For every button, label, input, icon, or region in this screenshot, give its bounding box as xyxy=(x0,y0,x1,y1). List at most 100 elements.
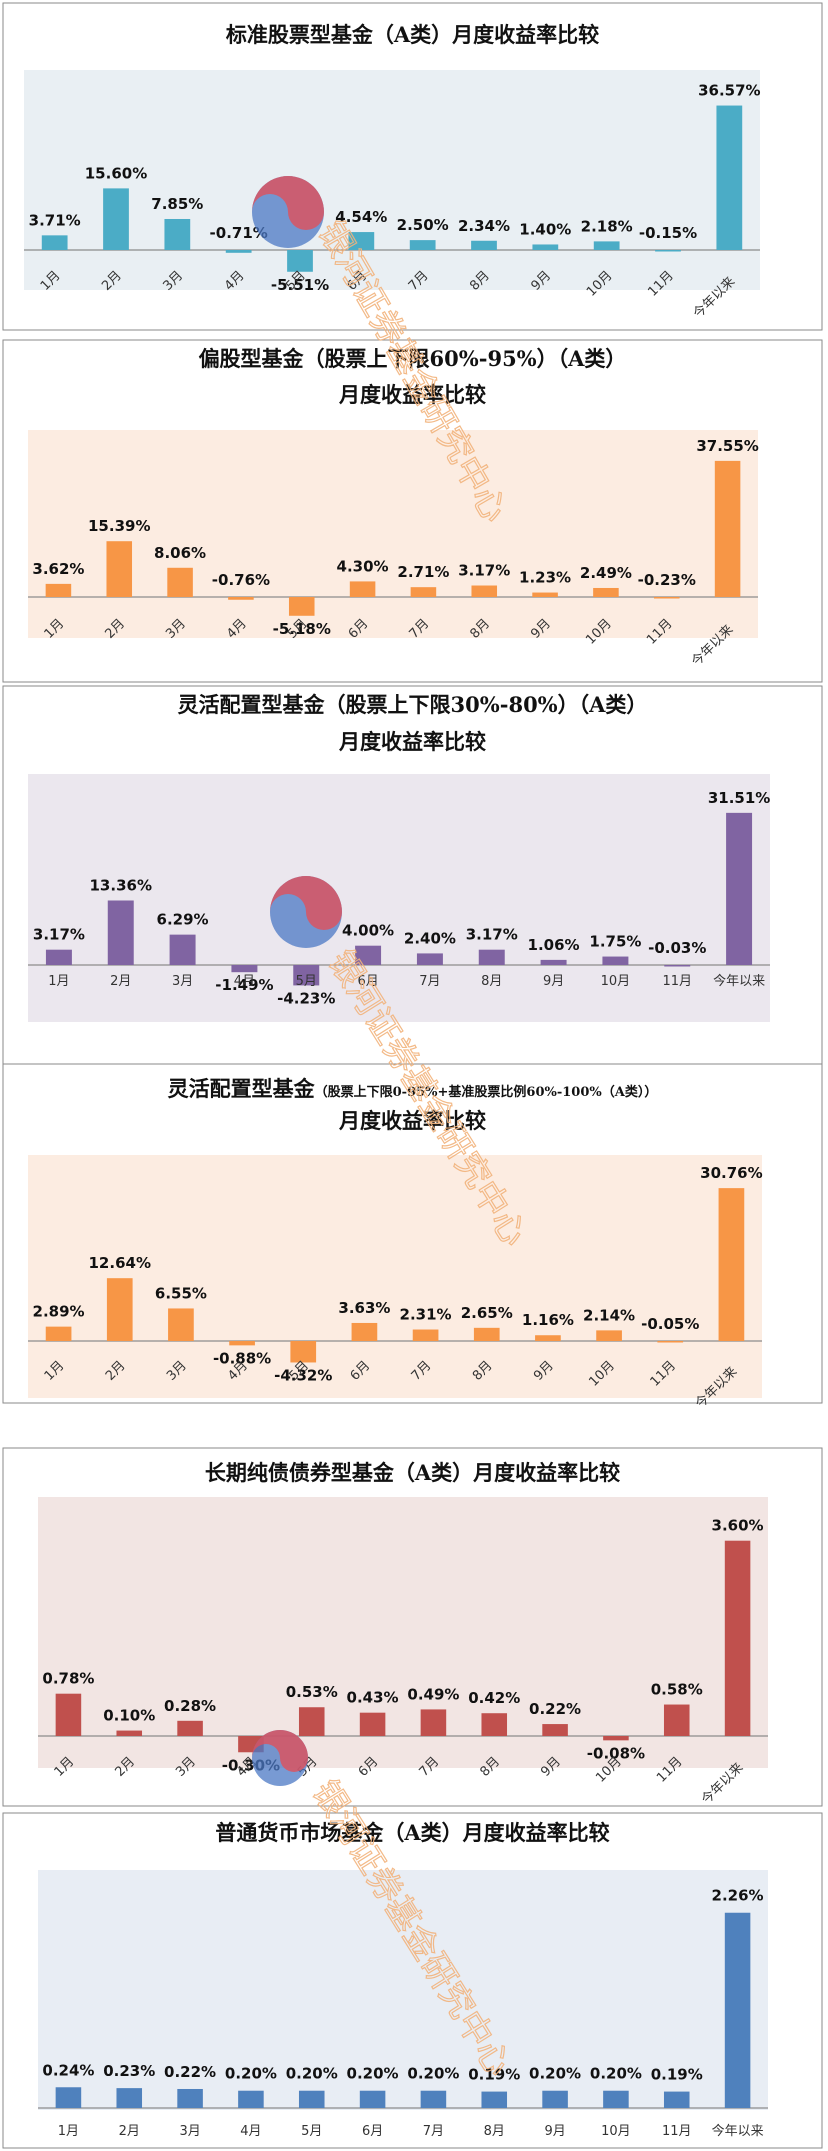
chart-panel-5: 长期纯债债券型基金（A类）月度收益率比较0.78%1月0.10%2月0.28%3… xyxy=(2,1447,823,1808)
data-label: -0.03% xyxy=(648,939,706,957)
bar xyxy=(55,1693,82,1736)
category-label: 4月 xyxy=(240,2124,261,2139)
bar xyxy=(355,945,382,965)
bar xyxy=(420,2090,447,2108)
data-label: 3.63% xyxy=(338,1299,390,1317)
data-label: -0.08% xyxy=(587,1744,645,1762)
data-label: 3.71% xyxy=(29,211,81,229)
bar xyxy=(409,240,436,250)
plot-area xyxy=(28,774,770,1022)
bar xyxy=(45,583,72,597)
plot-area xyxy=(24,70,760,290)
data-label: 2.34% xyxy=(458,217,510,235)
data-label: 36.57% xyxy=(698,82,760,100)
chart-subtitle: 月度收益率比较 xyxy=(338,1108,486,1133)
bar xyxy=(602,956,629,965)
category-label: 11月 xyxy=(662,2124,692,2139)
bar xyxy=(420,1709,447,1736)
chart-title: 灵活配置型基金（股票上下限30%-80%）（A类） xyxy=(178,692,648,717)
data-label: 0.53% xyxy=(286,1683,338,1701)
bar xyxy=(41,235,68,250)
chart-subtitle: 月度收益率比较 xyxy=(338,729,486,754)
data-label: 0.20% xyxy=(407,2065,459,2083)
data-label: 0.78% xyxy=(42,1670,94,1688)
data-label: 2.14% xyxy=(583,1306,635,1324)
data-label: 31.51% xyxy=(708,789,770,807)
category-label: 11月 xyxy=(662,974,692,989)
data-label: 0.20% xyxy=(590,2065,642,2083)
data-label: 0.19% xyxy=(468,2066,520,2084)
bar xyxy=(228,597,254,600)
data-label: -0.71% xyxy=(210,224,268,242)
category-label: 8月 xyxy=(481,974,502,989)
bar xyxy=(238,2090,264,2108)
bar xyxy=(107,900,134,965)
data-label: 0.24% xyxy=(42,2061,94,2079)
data-label: 0.43% xyxy=(347,1689,399,1707)
category-label: 6月 xyxy=(357,974,378,989)
bar xyxy=(225,250,252,253)
bar xyxy=(298,2090,325,2108)
plot-area xyxy=(38,1870,768,2110)
bar xyxy=(603,1736,629,1741)
bar xyxy=(229,1341,255,1346)
bar xyxy=(716,105,743,251)
bar xyxy=(168,1308,194,1341)
chart-title: 标准股票型基金（A类）月度收益率比较 xyxy=(226,22,599,47)
bar xyxy=(103,188,129,250)
data-label: 2.26% xyxy=(712,1887,764,1905)
data-label: 3.17% xyxy=(466,926,518,944)
bar xyxy=(473,1327,500,1341)
bar xyxy=(593,241,620,250)
chart-title: 偏股型基金（股票上下限60%-95%）（A类） xyxy=(199,346,627,371)
data-label: 37.55% xyxy=(696,437,758,455)
category-label: 10月 xyxy=(601,2124,631,2139)
bar xyxy=(724,1540,751,1736)
bar xyxy=(45,1326,72,1341)
bar xyxy=(351,1322,378,1341)
data-label: -0.05% xyxy=(641,1315,699,1333)
data-label: 2.18% xyxy=(581,217,633,235)
data-label: 0.22% xyxy=(529,1700,581,1718)
chart-title: 长期纯债债券型基金（A类）月度收益率比较 xyxy=(205,1460,620,1485)
data-label: 2.49% xyxy=(580,564,632,582)
bar xyxy=(293,965,320,986)
bar xyxy=(657,1341,684,1343)
category-label: 1月 xyxy=(48,974,69,989)
bar xyxy=(416,953,443,965)
bar xyxy=(231,965,258,973)
data-label: 6.55% xyxy=(155,1284,207,1302)
data-label: 4.30% xyxy=(337,557,389,575)
category-label: 7月 xyxy=(423,2124,444,2139)
category-label: 2月 xyxy=(110,974,131,989)
data-label: 8.06% xyxy=(154,544,206,562)
bar xyxy=(238,1736,264,1753)
bar xyxy=(45,949,72,965)
data-label: 3.60% xyxy=(712,1517,764,1535)
category-label: 1月 xyxy=(58,2124,79,2139)
data-label: 1.06% xyxy=(528,936,580,954)
bar xyxy=(593,587,619,597)
data-label: 0.28% xyxy=(164,1697,216,1715)
chart-panel-3: 灵活配置型基金（股票上下限30%-80%）（A类） 月度收益率比较 3.17% 1月 1… xyxy=(2,685,823,1065)
data-label: 12.64% xyxy=(89,1254,151,1272)
bar xyxy=(177,1720,203,1736)
bar xyxy=(290,1341,317,1363)
category-label: 4月 xyxy=(234,974,255,989)
category-label: 10月 xyxy=(601,974,631,989)
data-label: 1.75% xyxy=(589,933,641,951)
bar xyxy=(471,585,498,597)
bar xyxy=(348,232,375,250)
bar xyxy=(481,2091,508,2108)
bar xyxy=(287,250,313,272)
data-label: 2.50% xyxy=(397,216,449,234)
category-label: 今年以来 xyxy=(712,2123,764,2139)
bar xyxy=(724,1912,751,2108)
data-label: 1.23% xyxy=(519,569,571,587)
data-label: 15.39% xyxy=(88,517,150,535)
data-label: 13.36% xyxy=(90,876,152,894)
data-label: -4.23% xyxy=(277,989,335,1007)
data-label: -4.32% xyxy=(274,1366,332,1384)
chart-panel-4: 灵活配置型基金（股票上下限0-95%+基准股票比例60%-100%（A类））月度… xyxy=(2,1063,823,1412)
data-label: 0.23% xyxy=(103,2062,155,2080)
